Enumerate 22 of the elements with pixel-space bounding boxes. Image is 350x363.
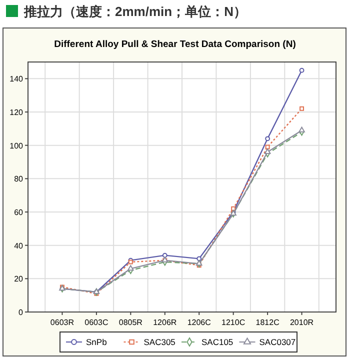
x-tick-label: 1206C [187, 318, 212, 327]
x-tick-label: 1210C [222, 318, 246, 327]
legend-label: SAC305 [144, 337, 176, 347]
legend-label: SAC0307 [259, 337, 296, 347]
chart-title: 推拉力（速度：2mm/min；单位：N） [23, 4, 246, 19]
x-tick-label: 1812C [256, 318, 280, 327]
x-tick-label: 0603R [50, 318, 74, 327]
x-tick-label: 1206R [153, 318, 177, 327]
y-tick-label: 40 [14, 241, 24, 250]
y-tick-label: 0 [18, 308, 24, 317]
y-tick-label: 100 [10, 141, 24, 150]
legend-label: SnPb [86, 337, 108, 347]
y-tick-label: 80 [14, 174, 24, 184]
chart-subtitle: Different Alloy Pull & Shear Test Data Comparison (N) [54, 39, 296, 50]
x-tick-label: 2010R [290, 318, 314, 327]
y-tick-label: 20 [14, 274, 24, 284]
y-tick-label: 120 [10, 108, 24, 117]
legend-label: SAC105 [202, 337, 234, 347]
y-tick-label: 140 [10, 74, 24, 84]
x-tick-label: 0805R [118, 318, 143, 327]
x-tick-label: 0603C [84, 318, 108, 327]
y-tick-label: 60 [14, 208, 24, 217]
